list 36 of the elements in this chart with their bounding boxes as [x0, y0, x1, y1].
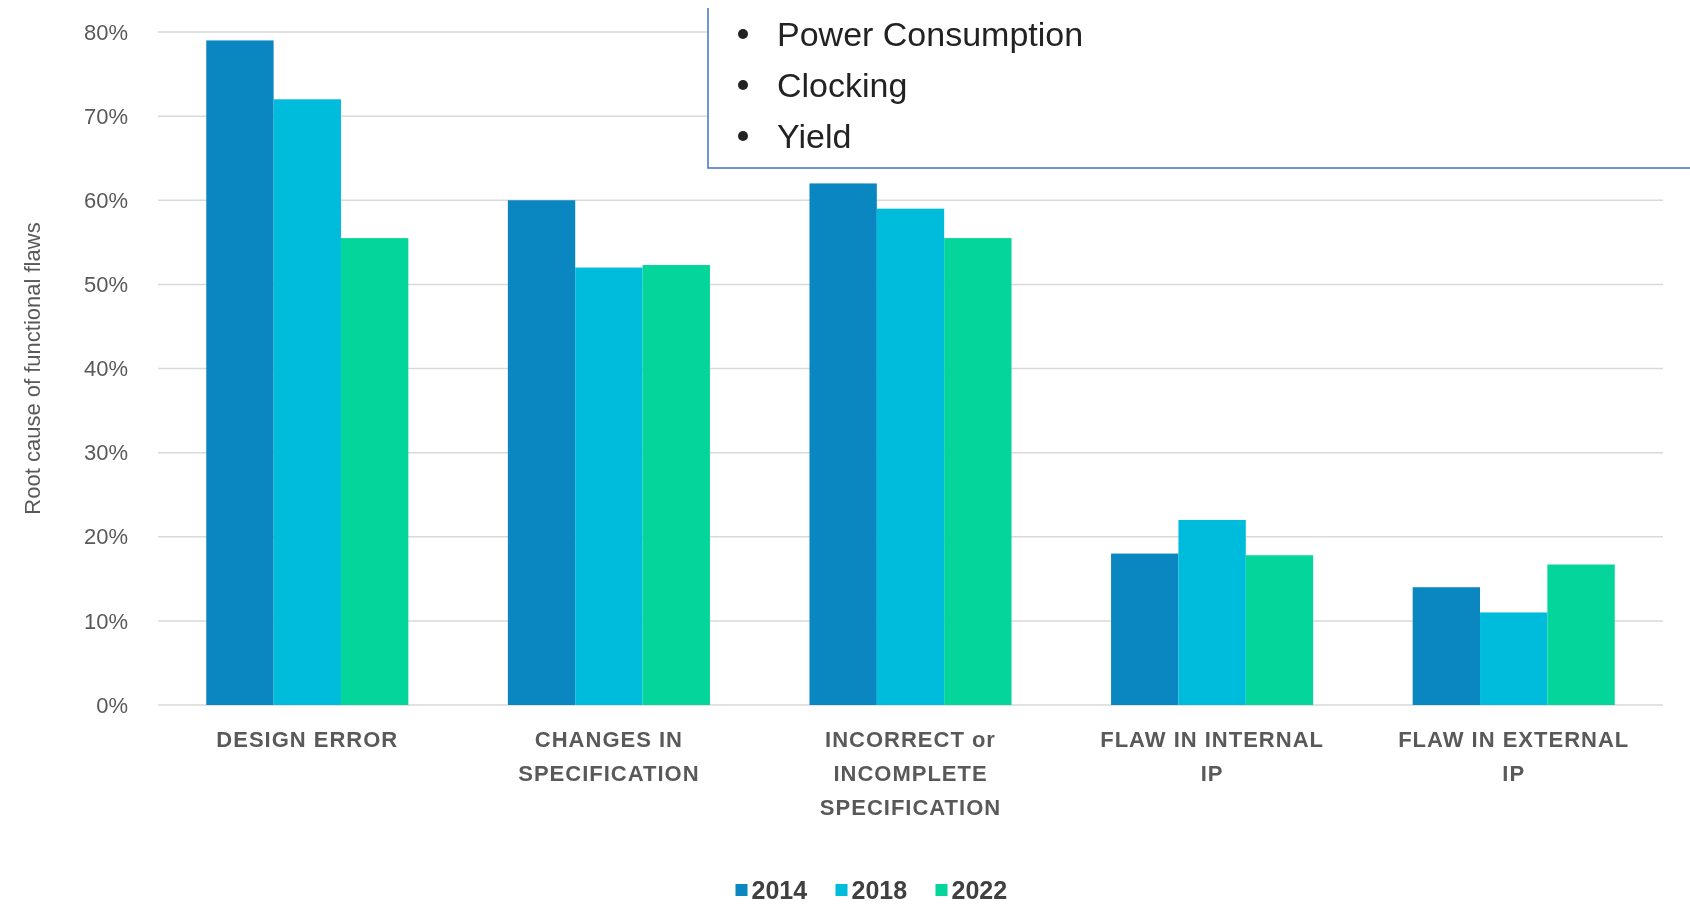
- bar: [876, 208, 945, 705]
- bar: [507, 200, 576, 705]
- annotation: Power Consumption: [777, 14, 1084, 53]
- bar: [575, 267, 643, 705]
- annotation: Yield: [777, 116, 852, 155]
- bar: [1178, 519, 1246, 705]
- x-tick-label: CHANGES IN SPECIFICATION: [518, 727, 700, 786]
- bar: [1412, 587, 1481, 705]
- x-tick-label: FLAW IN EXTERNAL IP: [1398, 727, 1630, 786]
- y-tick-label: 40%: [83, 356, 128, 382]
- y-tick-label: 60%: [83, 187, 128, 213]
- bar: [1480, 612, 1548, 705]
- bar: [1245, 555, 1314, 705]
- bar: [1111, 553, 1179, 705]
- bar: [642, 265, 710, 705]
- bar: [206, 40, 274, 705]
- x-tick-label: INCORRECT or INCOMPLETE SPECIFICATION: [819, 727, 1002, 820]
- y-tick-label: 30%: [83, 440, 128, 466]
- bar: [1547, 564, 1615, 705]
- legend-label: 2018: [851, 875, 908, 904]
- y-tick-label: 70%: [83, 103, 128, 129]
- bar: [340, 238, 409, 705]
- legend-label: 2022: [951, 875, 1008, 904]
- y-tick-label: 80%: [83, 19, 128, 45]
- annotation: Clocking: [777, 65, 908, 104]
- y-tick-label: 10%: [83, 608, 128, 634]
- bar: [809, 183, 877, 705]
- y-tick-label: 50%: [83, 272, 128, 298]
- y-axis-title: Root cause of functional flaws: [20, 222, 45, 515]
- bar: [273, 99, 341, 705]
- x-tick-label: FLAW IN INTERNAL IP: [1100, 727, 1324, 786]
- y-tick-label: 0%: [96, 692, 128, 718]
- x-tick-label: DESIGN ERROR: [216, 727, 399, 752]
- bar: [944, 238, 1012, 705]
- y-tick-label: 20%: [83, 524, 128, 550]
- legend-label: 2014: [751, 875, 808, 904]
